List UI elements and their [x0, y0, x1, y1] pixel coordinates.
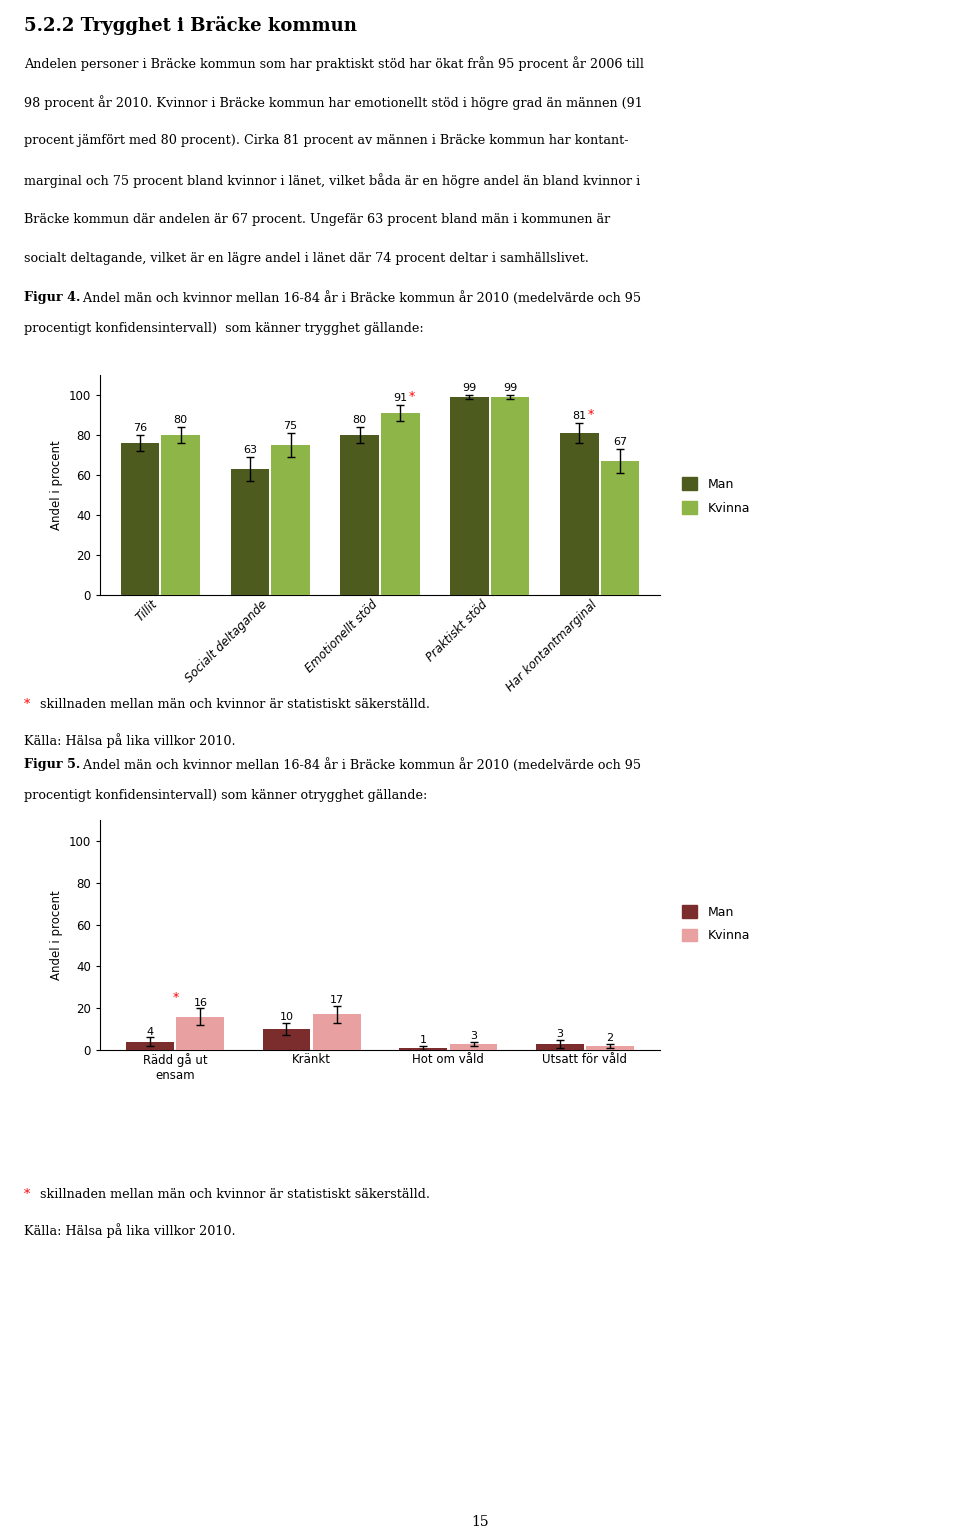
Bar [399, 1047, 447, 1050]
Text: socialt deltagande, vilket är en lägre andel i länet där 74 procent deltar i sam: socialt deltagande, vilket är en lägre a… [24, 251, 588, 265]
Text: 4: 4 [146, 1027, 154, 1036]
Bar [601, 460, 639, 594]
Text: procentigt konfidensintervall)  som känner trygghet gällande:: procentigt konfidensintervall) som känne… [24, 322, 423, 334]
Text: procentigt konfidensintervall) som känner otrygghet gällande:: procentigt konfidensintervall) som känne… [24, 788, 427, 802]
Bar [262, 1029, 310, 1050]
Text: marginal och 75 procent bland kvinnor i länet, vilket båda är en högre andel än : marginal och 75 procent bland kvinnor i … [24, 174, 640, 188]
Text: 81: 81 [572, 411, 587, 420]
Bar [161, 434, 200, 594]
Text: *: * [173, 992, 179, 1004]
Text: 3: 3 [556, 1029, 564, 1040]
Text: 17: 17 [330, 995, 344, 1006]
Text: Andelen personer i Bräcke kommun som har praktiskt stöd har ökat från 95 procent: Andelen personer i Bräcke kommun som har… [24, 55, 644, 71]
Legend: Man, Kvinna: Man, Kvinna [678, 473, 755, 519]
Y-axis label: Andel i procent: Andel i procent [50, 890, 63, 979]
Text: 5.2.2 Trygghet i Bräcke kommun: 5.2.2 Trygghet i Bräcke kommun [24, 15, 357, 35]
Bar [381, 413, 420, 594]
Text: 80: 80 [174, 414, 188, 425]
Text: Andel män och kvinnor mellan 16-84 år i Bräcke kommun år 2010 (medelvärde och 95: Andel män och kvinnor mellan 16-84 år i … [79, 758, 641, 772]
Text: Bräcke kommun där andelen är 67 procent. Ungefär 63 procent bland män i kommunen: Bräcke kommun där andelen är 67 procent.… [24, 213, 611, 225]
Text: procent jämfört med 80 procent). Cirka 81 procent av männen i Bräcke kommun har : procent jämfört med 80 procent). Cirka 8… [24, 134, 629, 148]
Text: 3: 3 [470, 1030, 477, 1041]
Bar [536, 1044, 584, 1050]
Text: 15: 15 [471, 1515, 489, 1529]
Text: *: * [588, 408, 594, 420]
Bar [449, 1044, 497, 1050]
Text: 98 procent år 2010. Kvinnor i Bräcke kommun har emotionellt stöd i högre grad än: 98 procent år 2010. Kvinnor i Bräcke kom… [24, 95, 643, 109]
Bar [313, 1015, 361, 1050]
Text: skillnaden mellan män och kvinnor är statistiskt säkerställd.: skillnaden mellan män och kvinnor är sta… [36, 698, 429, 711]
Text: *: * [24, 1187, 31, 1201]
Text: 80: 80 [352, 414, 367, 425]
Bar [450, 397, 489, 594]
Legend: Man, Kvinna: Man, Kvinna [678, 899, 755, 947]
Text: Källa: Hälsa på lika villkor 2010.: Källa: Hälsa på lika villkor 2010. [24, 1223, 235, 1238]
Bar [121, 444, 159, 594]
Text: 2: 2 [607, 1033, 613, 1043]
Y-axis label: Andel i procent: Andel i procent [50, 440, 63, 530]
Bar [491, 397, 529, 594]
Text: *: * [409, 390, 416, 403]
Bar [341, 434, 379, 594]
Bar [272, 445, 310, 594]
Bar [177, 1016, 225, 1050]
Bar [126, 1041, 174, 1050]
Text: 99: 99 [503, 383, 517, 393]
Text: *: * [24, 698, 31, 711]
Text: 10: 10 [279, 1012, 294, 1023]
Text: 16: 16 [193, 998, 207, 1007]
Text: 91: 91 [394, 393, 407, 403]
Text: 67: 67 [612, 437, 627, 447]
Text: 63: 63 [243, 445, 257, 454]
Text: Källa: Hälsa på lika villkor 2010.: Källa: Hälsa på lika villkor 2010. [24, 733, 235, 748]
Text: 99: 99 [463, 383, 476, 393]
Text: Figur 5.: Figur 5. [24, 758, 81, 770]
Bar [587, 1046, 634, 1050]
Bar [230, 470, 269, 594]
Bar [560, 433, 598, 594]
Text: Andel män och kvinnor mellan 16-84 år i Bräcke kommun år 2010 (medelvärde och 95: Andel män och kvinnor mellan 16-84 år i … [79, 291, 641, 305]
Text: 1: 1 [420, 1035, 426, 1046]
Text: Figur 4.: Figur 4. [24, 291, 81, 303]
Text: 76: 76 [133, 424, 147, 433]
Text: skillnaden mellan män och kvinnor är statistiskt säkerställd.: skillnaden mellan män och kvinnor är sta… [36, 1187, 429, 1201]
Text: 75: 75 [283, 420, 298, 431]
